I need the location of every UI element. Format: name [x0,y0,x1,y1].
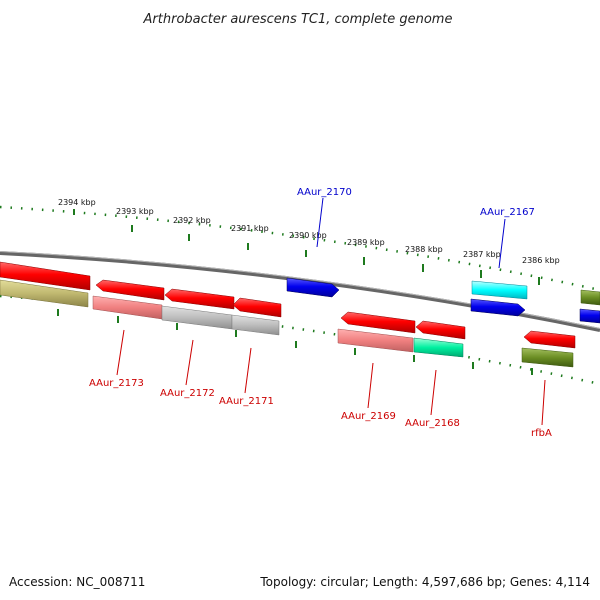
tick-label: 2391 kbp [231,224,269,233]
outer-major-ticks [73,209,540,285]
gene-label-aaur-2172: AAur_2172 [160,388,215,399]
gene-arrow-aaur-2173 [0,261,91,291]
gene-cds-aaur-2172 [92,295,163,320]
outer-ruler [0,205,600,292]
topology-text: Topology: circular; Length: 4,597,686 bp… [259,575,590,589]
gene-arrow-aaur-2170 [286,277,340,298]
gene-label-aaur-2168: AAur_2168 [405,418,460,429]
inner-major-ticks [57,309,533,375]
gene-cds-aaur-2171-b [231,314,280,336]
map-title: Arthrobacter aurescens TC1, complete gen… [143,12,453,27]
accession-text: Accession: NC_008711 [9,575,145,589]
gene-label-aaur-2171: AAur_2171 [219,396,274,407]
gene-cds-aaur-2169 [337,328,414,353]
gene-cds-aaur-2167 [471,280,528,300]
tick-label: 2387 kbp [463,250,501,259]
tick-label: 2392 kbp [173,216,211,225]
tick-label: 2389 kbp [347,238,385,247]
reverse-leaders [116,329,546,426]
tick-label: 2394 kbp [58,198,96,207]
gene-arrow-aaur-2171-b [232,297,282,318]
tick-label: 2386 kbp [522,256,560,265]
gene-cds-aaur-2171-a [161,305,233,330]
feature-olive-strip [0,279,89,308]
gene-label-aaur-2167: AAur_2167 [480,207,535,218]
edge-feature-blue [579,308,600,324]
gene-arrow-aaur-2167 [470,298,526,317]
gene-cds-rfba [521,347,574,368]
tick-labels: 2394 kbp 2393 kbp 2392 kbp 2391 kbp 2390… [58,198,560,265]
gene-arrow-aaur-2169 [340,311,416,334]
gene-label-rfba: rfbA [531,428,552,439]
tick-label: 2390 kbp [289,231,327,240]
gene-label-aaur-2173: AAur_2173 [89,378,144,389]
gene-cds-aaur-2168 [413,337,464,358]
gene-arrow-aaur-2171-a [164,288,235,310]
gene-arrow-aaur-2172 [95,279,165,301]
edge-feature-green [580,289,600,306]
tick-label: 2388 kbp [405,245,443,254]
gene-arrow-aaur-2168 [415,320,466,340]
gene-arrow-rfba [523,330,576,349]
tick-label: 2393 kbp [116,207,154,216]
gene-label-aaur-2170: AAur_2170 [297,187,352,198]
gene-label-aaur-2169: AAur_2169 [341,411,396,422]
forward-leaders [316,197,506,269]
